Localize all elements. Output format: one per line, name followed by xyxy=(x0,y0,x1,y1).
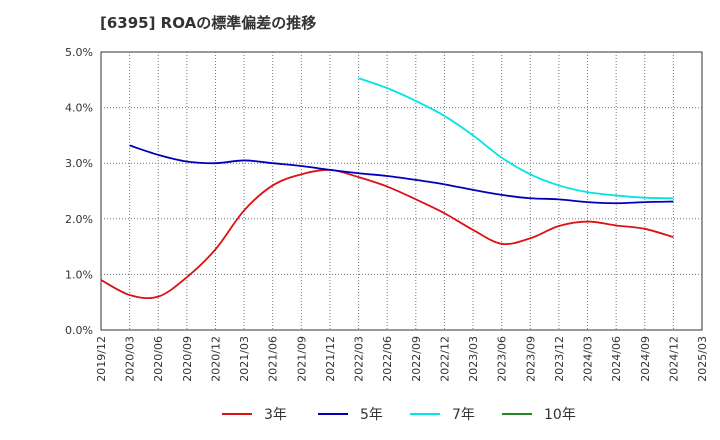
legend-label-1: 3年 xyxy=(264,407,287,423)
x-tick-label: 2022/06 xyxy=(381,336,394,382)
chart-title: [6395] ROAの標準偏差の推移 xyxy=(100,14,317,32)
series-line-1 xyxy=(100,168,674,300)
legend-label-4: 10年 xyxy=(544,407,576,423)
legend: 3年 5年 7年 10年 xyxy=(222,407,576,423)
x-tick-label: 2022/03 xyxy=(353,336,366,382)
y-tick-label: 2.0% xyxy=(65,213,93,226)
x-tick-label: 2024/06 xyxy=(610,336,623,382)
axes: 0.0% 1.0% 2.0% 3.0% 4.0% 5.0% 2019/12 2020/03 20… xyxy=(65,46,709,382)
x-tick-label: 2022/12 xyxy=(438,336,451,382)
x-tick-label: 2020/06 xyxy=(152,336,165,382)
y-tick-label: 4.0% xyxy=(65,102,93,115)
series-line-2 xyxy=(129,144,674,205)
x-tick-label: 2022/09 xyxy=(410,336,423,382)
y-tick-label: 1.0% xyxy=(65,268,93,281)
series-line-3 xyxy=(358,77,674,200)
x-tick-label: 2020/09 xyxy=(181,336,194,382)
x-tick-label: 2020/12 xyxy=(209,336,222,382)
x-tick-label: 2023/03 xyxy=(467,336,480,382)
y-tick-label: 3.0% xyxy=(65,157,93,170)
x-tick-label: 2019/12 xyxy=(95,336,108,382)
series-lines xyxy=(100,77,674,300)
y-tick-label: 0.0% xyxy=(65,324,93,337)
x-tick-label: 2021/03 xyxy=(238,336,251,382)
y-tick-label: 5.0% xyxy=(65,46,93,59)
x-tick-label: 2021/06 xyxy=(267,336,280,382)
x-tick-label: 2023/06 xyxy=(496,336,509,382)
x-tick-label: 2021/12 xyxy=(324,336,337,382)
legend-label-3: 7年 xyxy=(452,407,475,423)
x-tick-label: 2021/09 xyxy=(295,336,308,382)
x-tick-label: 2024/09 xyxy=(639,336,652,382)
x-tick-label: 2020/03 xyxy=(124,336,137,382)
x-tick-label: 2025/03 xyxy=(696,336,709,382)
x-tick-label: 2024/03 xyxy=(582,336,595,382)
x-tick-label: 2023/09 xyxy=(524,336,537,382)
x-tick-label: 2024/12 xyxy=(667,336,680,382)
legend-label-2: 5年 xyxy=(360,407,383,423)
x-tick-label: 2023/12 xyxy=(553,336,566,382)
grid xyxy=(100,51,703,331)
plot-area xyxy=(100,51,703,331)
